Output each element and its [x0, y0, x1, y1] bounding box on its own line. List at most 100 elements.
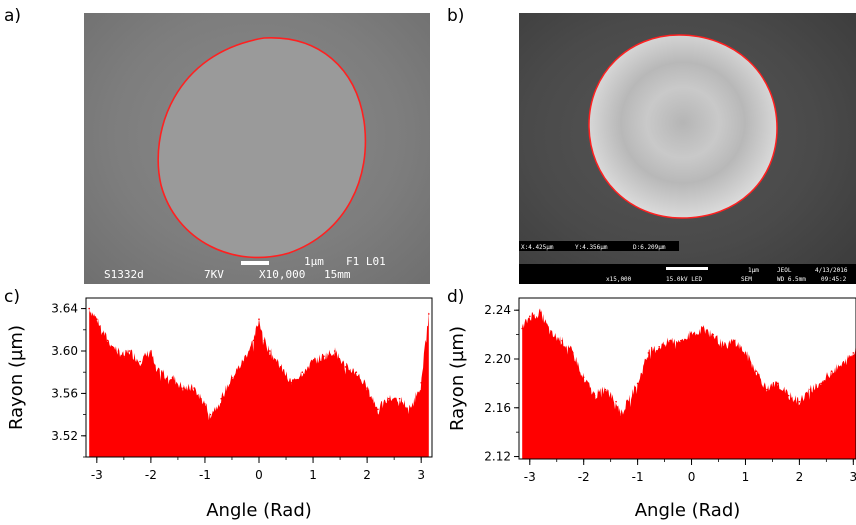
data-point-c — [428, 313, 430, 315]
data-point-c — [107, 340, 109, 342]
data-point-d — [853, 352, 855, 354]
data-point-d — [572, 352, 574, 354]
data-point-d — [551, 334, 553, 336]
data-point-c — [410, 409, 412, 411]
data-point-d — [766, 389, 768, 391]
data-point-c — [88, 308, 90, 310]
y-tick-label-c: 3.56 — [51, 386, 78, 400]
data-point-d — [820, 383, 822, 385]
x-tick-label-c: 2 — [363, 468, 371, 482]
data-point-d — [621, 413, 623, 415]
data-point-c — [323, 356, 325, 358]
x-tick-label-d: 2 — [796, 470, 804, 484]
x-tick-label-c: -2 — [145, 468, 157, 482]
x-tick-label-c: 1 — [309, 468, 317, 482]
data-point-d — [831, 370, 833, 372]
data-point-d — [669, 340, 671, 342]
data-point-d — [691, 334, 693, 336]
data-point-d — [594, 395, 596, 397]
data-point-d — [561, 340, 563, 342]
data-point-c — [220, 398, 222, 400]
data-point-c — [231, 377, 233, 379]
y-axis-label-c: Rayon (µm) — [6, 325, 27, 430]
chart-d: 2.12 2.16 2.20 2.24 -3 -2 -1 0 1 2 3 Angle (Rad) Ray… — [447, 298, 856, 521]
data-point-c — [156, 371, 158, 373]
data-point-d — [648, 352, 650, 354]
data-point-c — [161, 371, 163, 373]
data-point-c — [253, 340, 255, 342]
data-point-c — [388, 398, 390, 400]
data-point-d — [777, 383, 779, 385]
data-point-d — [809, 389, 811, 391]
data-point-d — [626, 401, 628, 403]
data-point-c — [399, 398, 401, 400]
data-point-c — [139, 361, 141, 363]
y-axis-label-d: Rayon (µm) — [447, 326, 468, 431]
chart-c: 3.52 3.56 3.60 3.64 -3 -2 -1 0 1 2 3 Angle (Rad) Ray… — [6, 298, 432, 521]
data-point-d — [745, 352, 747, 354]
data-point-d — [702, 328, 704, 330]
data-point-c — [258, 318, 260, 320]
data-point-d — [680, 340, 682, 342]
data-point-d — [605, 389, 607, 391]
x-axis-label-c: Angle (Rad) — [206, 500, 312, 521]
data-point-c — [150, 350, 152, 352]
x-tick-label-d: -3 — [524, 470, 536, 484]
data-point-c — [366, 387, 368, 389]
y-tick-label-c: 3.60 — [51, 344, 78, 358]
radius-area-c — [89, 309, 429, 457]
x-tick-label-c: 0 — [255, 468, 263, 482]
x-tick-label-d: 1 — [742, 470, 750, 484]
y-tick-label-d: 2.12 — [484, 450, 511, 464]
data-point-d — [723, 346, 725, 348]
data-point-c — [204, 403, 206, 405]
data-point-d — [842, 364, 844, 366]
x-tick-label-d: -1 — [632, 470, 644, 484]
y-tick-label-d: 2.20 — [484, 352, 511, 366]
data-point-c — [96, 318, 98, 320]
x-tick-label-d: -2 — [578, 470, 590, 484]
data-point-d — [755, 370, 757, 372]
x-tick-label-c: -1 — [199, 468, 211, 482]
y-tick-label-d: 2.24 — [484, 303, 511, 317]
y-tick-label-c: 3.64 — [51, 302, 78, 316]
data-point-d — [637, 383, 639, 385]
x-tick-label-c: 3 — [417, 468, 425, 482]
data-point-c — [420, 382, 422, 384]
data-point-d — [521, 328, 523, 330]
data-point-d — [529, 316, 531, 318]
data-point-c — [302, 371, 304, 373]
data-point-d — [615, 401, 617, 403]
data-point-d — [734, 340, 736, 342]
data-point-c — [193, 387, 195, 389]
data-point-c — [242, 361, 244, 363]
data-point-c — [183, 387, 185, 389]
radius-area-d — [522, 308, 856, 459]
data-point-c — [312, 361, 314, 363]
data-point-d — [540, 312, 542, 314]
data-point-c — [123, 356, 125, 358]
data-point-c — [118, 350, 120, 352]
data-point-c — [291, 382, 293, 384]
x-tick-label-d: 0 — [688, 470, 696, 484]
data-point-c — [172, 377, 174, 379]
data-point-d — [712, 334, 714, 336]
data-point-c — [269, 350, 271, 352]
data-point-c — [129, 350, 131, 352]
data-point-c — [356, 371, 358, 373]
data-point-c — [264, 340, 266, 342]
data-point-c — [210, 414, 212, 416]
data-point-d — [788, 395, 790, 397]
x-tick-label-c: -3 — [91, 468, 103, 482]
data-point-c — [334, 350, 336, 352]
y-tick-label-c: 3.52 — [51, 429, 78, 443]
data-point-d — [583, 377, 585, 379]
data-point-c — [345, 366, 347, 368]
y-tick-label-d: 2.16 — [484, 401, 511, 415]
data-point-c — [377, 409, 379, 411]
data-point-c — [280, 366, 282, 368]
data-point-d — [799, 401, 801, 403]
x-tick-label-d: 3 — [849, 470, 856, 484]
data-point-d — [658, 346, 660, 348]
